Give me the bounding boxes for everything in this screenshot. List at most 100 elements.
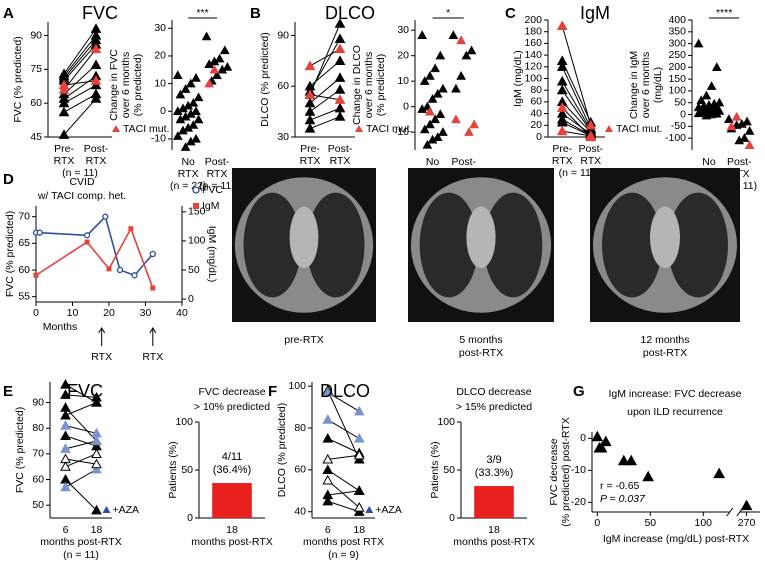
marker [106, 266, 112, 272]
x-tick-label: 6 [63, 524, 69, 536]
marker [172, 106, 183, 115]
tick-label: 200 [524, 14, 542, 26]
caption: 5 months [459, 334, 502, 346]
tick-label: 70 [32, 448, 44, 460]
marker [322, 414, 334, 424]
significance: * [446, 7, 450, 19]
pair-line [561, 25, 592, 126]
marker [90, 75, 102, 85]
chart-title: upon ILD recurrence [627, 406, 723, 418]
pair-line [561, 89, 592, 132]
pair-line [65, 402, 97, 416]
marker [188, 120, 199, 129]
tick-label: 20 [103, 307, 115, 319]
marker [322, 386, 334, 397]
x-tick-label: months post-RTX [191, 536, 273, 548]
marker [432, 132, 443, 141]
chart-title: DLCO [325, 3, 375, 23]
x-tick-label: months post-RTX [453, 536, 535, 548]
pair-line [65, 407, 97, 442]
panel-label: B [250, 5, 261, 22]
axis-label: Change in IgM [628, 51, 640, 119]
tick-label: 20 [530, 119, 542, 131]
arrow-label: RTX [142, 351, 163, 363]
pair-line [327, 479, 360, 508]
marker [222, 61, 233, 71]
marker [353, 485, 365, 495]
x-tick-label: (n = 11) [199, 180, 235, 192]
marker [60, 389, 71, 399]
marker [591, 430, 604, 442]
marker [435, 50, 446, 60]
marker [556, 61, 568, 71]
tick-label: 250 [668, 49, 686, 61]
marker [706, 81, 717, 90]
legend-marker [192, 186, 200, 194]
chart-title: DLCO decrease [456, 386, 531, 398]
pair-line [63, 84, 97, 104]
marker [724, 114, 734, 123]
marker [706, 109, 717, 119]
pair-line [65, 453, 97, 468]
marker [693, 108, 704, 118]
pair-line [65, 394, 97, 398]
marker [425, 119, 435, 129]
marker [617, 454, 630, 466]
marker [58, 129, 70, 139]
axis-label: months post RTX [303, 536, 384, 548]
axis-label: DLCO (% predicted) [276, 403, 288, 498]
marker [701, 110, 712, 120]
marker [438, 83, 448, 93]
pair-line [65, 425, 97, 434]
ct-heart [650, 206, 680, 269]
pair-line [63, 64, 97, 95]
tick-label: 100 [524, 72, 542, 84]
marker [102, 213, 109, 220]
marker [304, 106, 316, 116]
marker [183, 100, 194, 110]
marker [334, 94, 346, 104]
tick-label: 400 [668, 14, 686, 26]
tick-label: 0 [187, 512, 193, 524]
marker [739, 133, 750, 142]
tick-label: 150 [668, 73, 686, 85]
axis-label: Months [43, 321, 77, 333]
annotation: r = -0.65 [600, 480, 640, 492]
marker [625, 454, 638, 466]
tick-label: 30 [277, 131, 289, 143]
marker [353, 449, 365, 460]
marker [180, 111, 191, 121]
pair-line [327, 438, 360, 454]
x-tick-label: RTX [86, 155, 107, 167]
marker [131, 272, 138, 279]
marker [217, 64, 228, 74]
marker [425, 71, 435, 80]
marker [556, 102, 568, 112]
chart-title: DLCO [320, 381, 370, 401]
chart-title: FVC decrease [198, 386, 265, 398]
marker [334, 102, 346, 113]
axis-label: (% predicted) [375, 54, 387, 116]
marker [185, 109, 196, 118]
marker [334, 72, 346, 82]
annotation: P = 0.037 [600, 493, 646, 505]
pair-line [561, 66, 592, 129]
pair-line [65, 440, 97, 450]
marker [334, 111, 346, 121]
tick-label: 40 [294, 506, 306, 518]
tick-label: 30 [397, 24, 409, 36]
marker [322, 495, 334, 506]
marker [60, 461, 71, 471]
pair-line [561, 101, 592, 133]
tick-label: 10 [154, 77, 166, 89]
arrow-label: RTX [91, 351, 112, 363]
tick-label: 350 [668, 26, 686, 38]
annotation-marker [365, 506, 374, 513]
marker [456, 71, 466, 80]
note: (n = 11) [63, 549, 99, 561]
tick-label: 30 [140, 307, 152, 319]
tick-label: 100 [668, 85, 686, 97]
panel-label: E [3, 383, 13, 400]
axis-label: over 6 months [120, 52, 132, 119]
marker [180, 84, 191, 93]
